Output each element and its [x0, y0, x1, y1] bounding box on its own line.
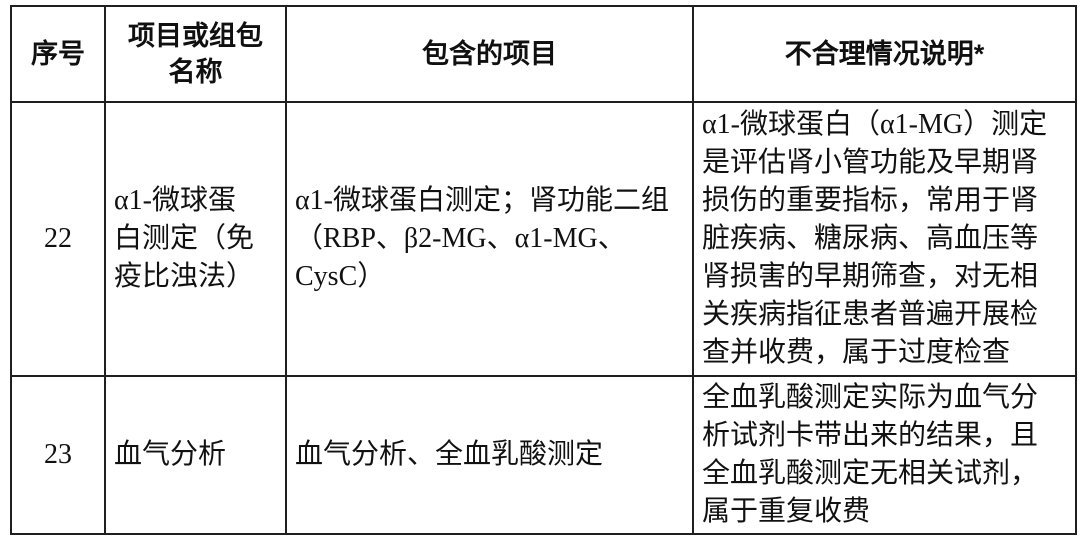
header-serial-number: 序号: [10, 5, 106, 103]
table-header-row: 序号 项目或组包 名称 包含的项目 不合理情况说明*: [10, 5, 1077, 103]
table-row-22: 22 α1-微球蛋 白测定（免 疫比浊法） α1-微球蛋白测定；肾功能二组 （R…: [10, 101, 1077, 377]
row-22-serial-number: 22: [10, 101, 106, 377]
header-included-items: 包含的项目: [285, 5, 694, 103]
header-unreasonable-explanation: 不合理情况说明*: [692, 5, 1077, 103]
row-23-unreasonable-explanation: 全血乳酸测定实际为血气分 析试剂卡带出来的结果，且 全血乳酸测定无相关试剂， 属…: [692, 375, 1077, 535]
row-22-unreasonable-explanation: α1-微球蛋白（α1-MG）测定 是评估肾小管功能及早期肾 损伤的重要指标，常用…: [692, 101, 1077, 377]
row-23-serial-number: 23: [10, 375, 106, 535]
row-23-item-name: 血气分析: [104, 375, 287, 535]
table-row-23: 23 血气分析 血气分析、全血乳酸测定 全血乳酸测定实际为血气分 析试剂卡带出来…: [10, 375, 1077, 535]
row-23-included-items: 血气分析、全血乳酸测定: [285, 375, 694, 535]
row-22-item-name: α1-微球蛋 白测定（免 疫比浊法）: [104, 101, 287, 377]
header-item-or-package-name: 项目或组包 名称: [104, 5, 287, 103]
row-22-included-items: α1-微球蛋白测定；肾功能二组 （RBP、β2-MG、α1-MG、 CysC）: [285, 101, 694, 377]
unreasonable-fee-items-table: 序号 项目或组包 名称 包含的项目 不合理情况说明* 22 α1-微球蛋 白测定…: [10, 5, 1077, 535]
